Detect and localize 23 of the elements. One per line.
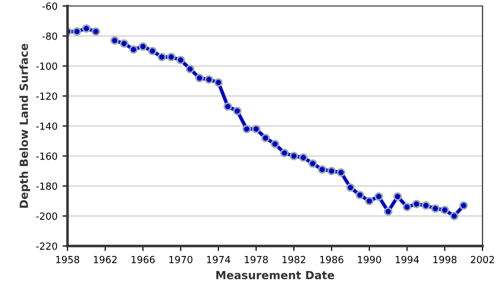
y-tick-label: -140: [36, 122, 58, 130]
y-tick-label: -180: [36, 182, 58, 190]
y-tick-label: -160: [36, 152, 58, 160]
x-tick-label: 1962: [94, 256, 117, 264]
y-tick-label: -120: [36, 92, 58, 100]
x-axis-title: Measurement Date: [216, 271, 334, 280]
x-tick-label: 1990: [358, 256, 382, 264]
x-tick-label: 1982: [282, 256, 306, 264]
x-tick-label: 1958: [56, 256, 80, 264]
x-tick-label: 1966: [132, 256, 155, 264]
x-tick-label: 1986: [320, 256, 344, 264]
x-tick-label: 1974: [207, 256, 230, 264]
y-tick-label: -60: [42, 2, 58, 10]
x-tick-label: 1978: [244, 256, 268, 264]
y-tick-label: -200: [36, 212, 58, 220]
x-tick-label: 2002: [470, 256, 494, 264]
x-tick-label: 1998: [433, 256, 456, 264]
x-tick-label: 1994: [396, 256, 419, 264]
y-tick-label: -220: [36, 242, 58, 250]
y-axis-title: Depth Below Land Surface: [19, 44, 30, 208]
y-tick-label: -100: [36, 62, 58, 70]
x-tick-label: 1970: [169, 256, 192, 264]
y-tick-label: -80: [42, 32, 58, 40]
